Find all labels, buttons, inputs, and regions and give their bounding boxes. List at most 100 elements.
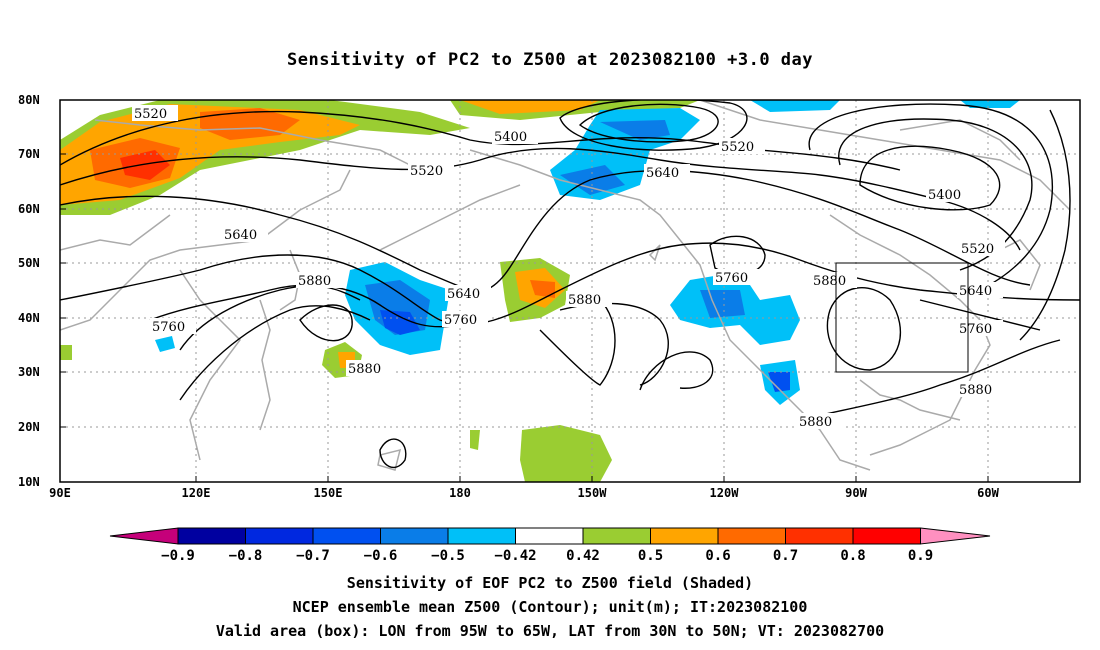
map-title: Sensitivity of PC2 to Z500 at 2023082100… [286,50,813,70]
contour-line [379,438,407,469]
svg-text:5760: 5760 [444,313,477,328]
coastline [829,214,991,456]
contour-line [808,103,1054,291]
shade-negative-region [600,120,670,140]
lon-label: 60W [977,486,999,500]
contour-label: 5640 [644,164,690,181]
coastline [377,448,402,471]
grid-lines [60,100,1080,482]
lon-label: 150W [578,486,608,500]
colorbar-swatch [177,527,246,545]
lon-label: 120E [182,486,211,500]
shade-positive-region [200,108,300,140]
coastline [60,214,171,251]
contour-label: 5760 [957,320,1003,337]
coastline [899,119,1021,161]
contour-label: 5640 [445,285,491,302]
contour-line [179,285,361,351]
contour-line [539,299,616,386]
coastlines [60,100,1071,471]
colorbar-swatch [245,527,314,545]
contour-line [826,286,902,371]
svg-text:5880: 5880 [799,415,832,430]
lat-label: 20N [18,420,40,434]
lon-label: 120W [710,486,740,500]
contour-label: 5520 [959,240,1005,257]
colorbar-swatch [380,527,449,545]
shade-negative-region [155,336,175,352]
colorbar [109,527,991,545]
lat-label: 10N [18,475,40,489]
svg-text:5400: 5400 [928,188,961,203]
svg-text:5520: 5520 [134,107,167,122]
lon-label: 180 [449,486,471,500]
svg-text:5640: 5640 [224,228,257,243]
contour-label: 5760 [150,318,196,335]
colorbar-label: −0.6 [364,548,398,564]
coastline [60,169,351,331]
shade-positive-region [60,345,72,360]
contour-line [919,299,1041,331]
colorbar-swatch [582,527,651,545]
svg-text:5640: 5640 [447,287,480,302]
contour-line [299,304,353,342]
contour-labels: 5520 5400 5520 5520 5640 5400 5640 5520 … [132,105,1005,430]
svg-text:5640: 5640 [646,166,679,181]
colorbar-swatch [785,527,854,545]
contour-label: 5880 [797,413,843,430]
svg-text:5760: 5760 [152,320,185,335]
contour-label: 5880 [957,381,1003,398]
svg-text:5520: 5520 [721,140,754,155]
lon-label: 150E [314,486,343,500]
colorbar-swatch [312,527,381,545]
colorbar-label: −0.8 [229,548,263,564]
colorbar-label: −0.7 [296,548,330,564]
contour-line [799,339,1061,421]
lat-label: 80N [18,93,40,107]
shade-negative-region [380,310,420,335]
shade-positive-region [530,280,555,298]
shade-positive-region [520,425,612,482]
shade-positive-region [460,100,600,114]
contour-line [60,147,1021,251]
svg-text:5880: 5880 [959,383,992,398]
latitude-labels: 80N 70N 60N 50N 40N 30N 20N 10N [18,93,40,489]
contour-label: 5520 [719,138,765,155]
contour-line [1019,109,1071,341]
plot-frame [59,99,1081,483]
contour-label: 5520 [132,105,178,122]
contour-line [179,305,371,401]
colorbar-label: 0.42 [566,548,600,564]
coastline [379,184,521,251]
shade-positive-region [120,150,170,180]
svg-text:5520: 5520 [410,164,443,179]
shade-positive-region [470,430,480,450]
contour-label: 5880 [346,360,392,377]
coastline [999,239,1041,291]
colorbar-label: 0.9 [908,548,933,564]
colorbar-label: 0.8 [840,548,865,564]
contour-line [60,169,1031,292]
coastline [94,119,421,171]
svg-text:5880: 5880 [568,293,601,308]
lat-label: 50N [18,256,40,270]
sensitivity-shading [60,100,1020,482]
contour-line [639,351,714,391]
svg-text:5880: 5880 [813,274,846,289]
svg-text:5400: 5400 [494,130,527,145]
coastline [648,244,661,262]
lat-label: 60N [18,202,40,216]
svg-text:5520: 5520 [961,242,994,257]
svg-text:5760: 5760 [715,271,748,286]
contour-label: 5400 [926,186,972,203]
colorbar-swatch [447,527,516,545]
shade-negative-region [960,100,1020,108]
coastline [699,100,1071,211]
tick-marks [60,99,989,482]
coastline [179,269,241,461]
colorbar-swatch [852,527,921,545]
colorbar-label: −0.9 [161,548,195,564]
contour-line [559,100,748,151]
footer-line-contour: NCEP ensemble mean Z500 (Contour); unit(… [292,598,808,616]
